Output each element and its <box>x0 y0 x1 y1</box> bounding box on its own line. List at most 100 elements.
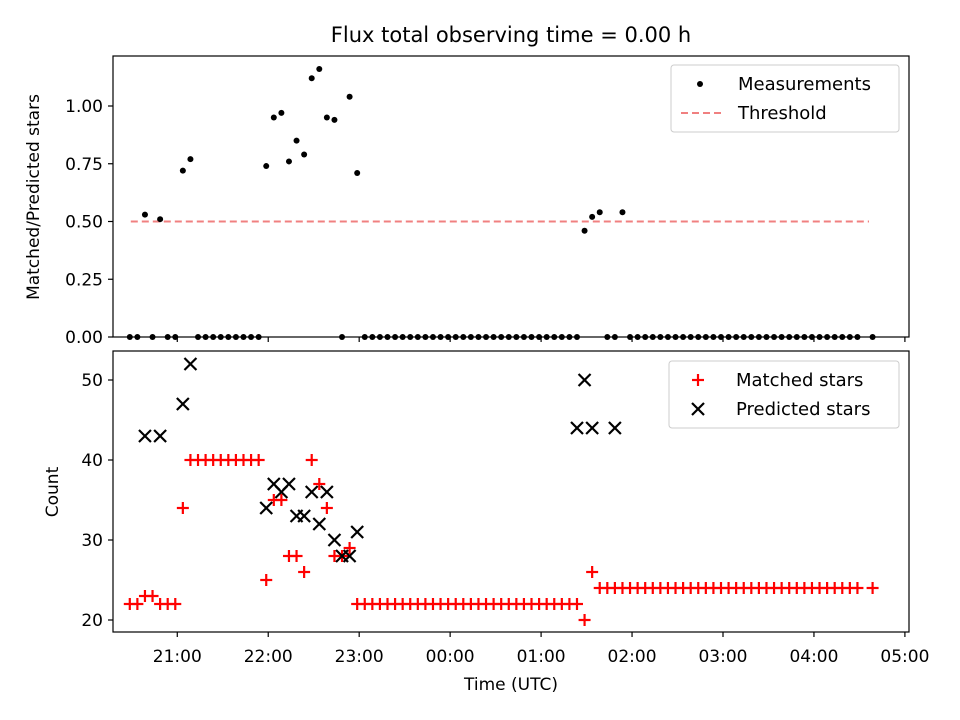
bottom-y-tick-label: 40 <box>81 451 103 471</box>
legend-matched-marker <box>692 374 704 386</box>
measurement-point <box>717 334 724 340</box>
measurement-point <box>376 334 383 340</box>
measurement-point <box>748 334 755 340</box>
measurement-point <box>536 334 543 340</box>
bottom-y-tick-label: 20 <box>81 611 103 631</box>
top-y-axis-label: Matched/Predicted stars <box>24 94 44 300</box>
predicted-star-point <box>350 525 364 539</box>
predicted-star-point <box>327 533 342 547</box>
bottom-legend-box <box>668 360 900 429</box>
matched-star-point <box>146 590 159 602</box>
measurement-point <box>407 334 414 340</box>
measurement-point <box>695 334 702 340</box>
legend-measurements-label: Measurements <box>738 74 871 95</box>
measurement-point <box>134 334 141 340</box>
measurement-point <box>452 334 459 340</box>
legend-matched-label: Matched stars <box>736 370 863 391</box>
measurement-point <box>634 334 641 340</box>
measurement-point <box>285 158 292 165</box>
measurement-point <box>664 334 671 340</box>
predicted-star-point <box>608 421 622 435</box>
bottom-x-axis-label: Time (UTC) <box>463 675 558 695</box>
measurement-point <box>854 334 861 340</box>
predicted-star-point <box>297 509 311 523</box>
measurement-point <box>786 334 793 340</box>
measurement-point <box>263 163 270 170</box>
predicted-star-point <box>312 517 327 531</box>
measurement-point <box>172 334 179 340</box>
measurement-point <box>422 334 429 340</box>
measurement-point <box>733 334 740 340</box>
measurement-point <box>566 334 573 340</box>
measurement-point <box>392 334 399 340</box>
bottom-y-ticks: 20 30 40 50 <box>81 371 113 631</box>
measurement-point <box>217 334 224 340</box>
predicted-star-point <box>138 429 152 443</box>
measurement-point <box>627 334 634 340</box>
matched-star-point <box>252 454 265 466</box>
matched-star-point <box>275 494 288 506</box>
matched-star-point <box>586 566 599 578</box>
legend-measurements-marker <box>697 81 703 87</box>
measurement-point <box>369 334 376 340</box>
bottom-legend: Matched stars Predicted stars <box>668 360 900 429</box>
bottom-x-tick-label: 03:00 <box>698 647 747 667</box>
matched-star-point <box>260 574 273 586</box>
predicted-star-point <box>320 485 334 499</box>
matched-star-point <box>176 502 189 514</box>
matched-star-point <box>570 598 583 610</box>
measurement-point <box>558 334 565 340</box>
measurement-point <box>573 334 580 340</box>
top-y-tick-label: 0.50 <box>65 213 103 233</box>
measurement-point <box>467 334 474 340</box>
measurement-point <box>361 334 368 340</box>
top-y-tick-label: 0.00 <box>65 328 103 348</box>
matched-star-point <box>866 582 879 594</box>
measurement-point <box>763 334 770 340</box>
predicted-star-point <box>585 421 599 435</box>
measurement-point <box>680 334 687 340</box>
measurement-point <box>831 334 838 340</box>
measurement-point <box>824 334 831 340</box>
measurement-point <box>490 334 497 340</box>
measurement-point <box>869 334 876 340</box>
measurement-point <box>354 169 361 176</box>
bottom-y-tick-label: 30 <box>81 531 103 551</box>
measurement-point <box>157 216 164 223</box>
measurement-point <box>316 66 323 73</box>
legend-predicted-label: Predicted stars <box>736 399 870 420</box>
measurement-point <box>816 334 823 340</box>
bottom-x-tick-label: 05:00 <box>880 647 929 667</box>
measurement-point <box>437 334 444 340</box>
measurement-point <box>210 334 217 340</box>
measurement-point <box>611 334 618 340</box>
measurement-point <box>248 334 255 340</box>
measurement-point <box>278 109 285 116</box>
measurement-point <box>460 334 467 340</box>
matched-stars-points <box>123 454 879 626</box>
measurement-point <box>384 334 391 340</box>
matched-star-point <box>313 478 326 490</box>
measurement-point <box>187 156 194 163</box>
predicted-star-point <box>577 373 592 387</box>
measurement-point <box>771 334 778 340</box>
measurement-point <box>672 334 679 340</box>
measurement-point <box>126 334 133 340</box>
measurement-point <box>202 334 209 340</box>
measurement-point <box>475 334 482 340</box>
matched-star-point <box>305 454 318 466</box>
bottom-axes-frame <box>112 350 910 633</box>
measurement-point <box>710 334 717 340</box>
legend-predicted-marker <box>691 402 705 416</box>
measurement-point <box>195 334 202 340</box>
measurement-point <box>505 334 512 340</box>
bottom-x-ticks: 21:00 22:00 23:00 00:00 01:00 02:00 03:00 04:00… <box>153 632 929 667</box>
measurement-point <box>702 334 709 340</box>
bottom-panel: 20 30 40 50 21:00 22:00 23:00 00:00 01:00 02:00 0… <box>43 350 929 695</box>
measurement-point <box>255 334 262 340</box>
measurement-point <box>513 334 520 340</box>
predicted-star-point <box>342 549 357 563</box>
measurement-point <box>414 334 421 340</box>
top-y-tick-label: 0.25 <box>65 270 103 290</box>
measurement-point <box>164 334 171 340</box>
